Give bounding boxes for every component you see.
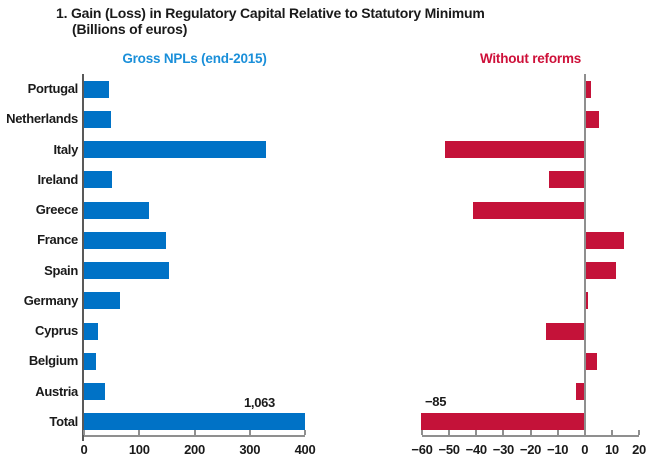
bar-germany	[84, 292, 120, 310]
x-axis-tick-label: 10	[604, 442, 619, 457]
category-label-netherlands: Netherlands	[6, 111, 78, 127]
category-label-ireland: Ireland	[37, 171, 78, 187]
category-label-portugal: Portugal	[27, 81, 79, 96]
category-label-italy: Italy	[53, 141, 78, 157]
x-axis-tick	[556, 430, 559, 435]
bar-france	[585, 231, 624, 249]
x-axis-tick	[610, 430, 613, 435]
bar-ireland	[84, 171, 113, 189]
bar-belgium	[585, 352, 597, 370]
x-axis-tick	[475, 430, 478, 435]
x-axis-tick	[248, 430, 251, 435]
truncated-value-label: −85	[425, 394, 447, 409]
category-axis: Portugal Netherlands Italy Ireland Greece Fra…	[0, 74, 78, 437]
bar-belgium	[84, 352, 97, 370]
right-plot-x-axis-line	[422, 435, 639, 437]
bar-ireland	[548, 171, 584, 189]
figure-title: 1. Gain (Loss) in Regulatory Capital Rel…	[56, 5, 485, 21]
bar-total	[421, 413, 584, 431]
x-axis-tick	[83, 430, 85, 435]
x-axis-tick-label: −60	[411, 442, 433, 457]
x-axis-tick	[304, 430, 306, 435]
category-label-germany: Germany	[23, 292, 79, 308]
bar-portugal	[585, 80, 592, 98]
left-plot-y-axis-line	[82, 74, 84, 441]
bar-netherlands	[84, 110, 111, 128]
x-axis-tick	[529, 430, 532, 435]
x-axis-tick-label: 100	[128, 442, 150, 457]
x-axis-tick	[502, 430, 505, 435]
category-label-belgium: Belgium	[28, 353, 78, 369]
x-axis-tick-label: −20	[519, 442, 542, 457]
x-axis-tick-label: −30	[492, 442, 514, 457]
x-axis-tick	[448, 430, 451, 435]
bar-france	[84, 231, 166, 249]
x-axis-tick	[638, 430, 640, 435]
category-label-spain: Spain	[44, 262, 78, 278]
x-axis-tick-label: −50	[438, 442, 460, 457]
bar-total	[84, 413, 305, 431]
x-axis-tick-label: 200	[184, 442, 205, 457]
left-plot-x-axis-line	[84, 435, 305, 437]
left-bar-plot: 0 100 200 300 400 1,063	[81, 74, 316, 457]
x-axis-tick	[583, 430, 586, 435]
right-panel-title: Without reforms	[479, 51, 582, 66]
zero-axis-line	[583, 74, 586, 437]
bar-spain	[84, 262, 170, 280]
bar-netherlands	[585, 110, 600, 128]
x-axis-tick-label: 300	[239, 442, 261, 457]
bar-austria	[84, 383, 105, 401]
x-axis-tick	[193, 430, 196, 435]
category-label-austria: Austria	[35, 383, 78, 399]
bar-greece	[472, 201, 584, 219]
category-label-greece: Greece	[35, 202, 79, 217]
bar-austria	[575, 383, 584, 401]
bar-cyprus	[545, 322, 584, 340]
bar-germany	[585, 292, 589, 310]
category-label-france: France	[37, 232, 78, 248]
x-axis-tick-label: 400	[294, 442, 316, 457]
left-panel-title: Gross NPLs (end-2015)	[122, 51, 267, 66]
bar-cyprus	[84, 322, 98, 340]
x-axis-tick-label: 0	[581, 442, 589, 457]
x-axis-tick	[421, 430, 423, 435]
category-label-cyprus: Cyprus	[35, 323, 78, 338]
bar-italy	[445, 141, 584, 159]
figure-units-subtitle: (Billions of euros)	[72, 21, 188, 37]
bar-greece	[84, 201, 150, 219]
x-axis-tick	[138, 430, 141, 435]
x-axis-tick-label: 0	[80, 442, 88, 457]
bar-spain	[585, 262, 616, 280]
bar-portugal	[84, 80, 109, 98]
bar-italy	[84, 141, 267, 159]
x-axis-tick-label: −40	[465, 442, 487, 457]
x-axis-tick-label: −10	[547, 442, 569, 457]
truncated-value-label: 1,063	[243, 395, 275, 410]
right-bar-plot: −60 −50 −40 −30 −20 −10 0 10 20 −85	[411, 74, 646, 457]
category-label-total: Total	[49, 413, 78, 429]
x-axis-tick-label: 20	[632, 442, 646, 457]
